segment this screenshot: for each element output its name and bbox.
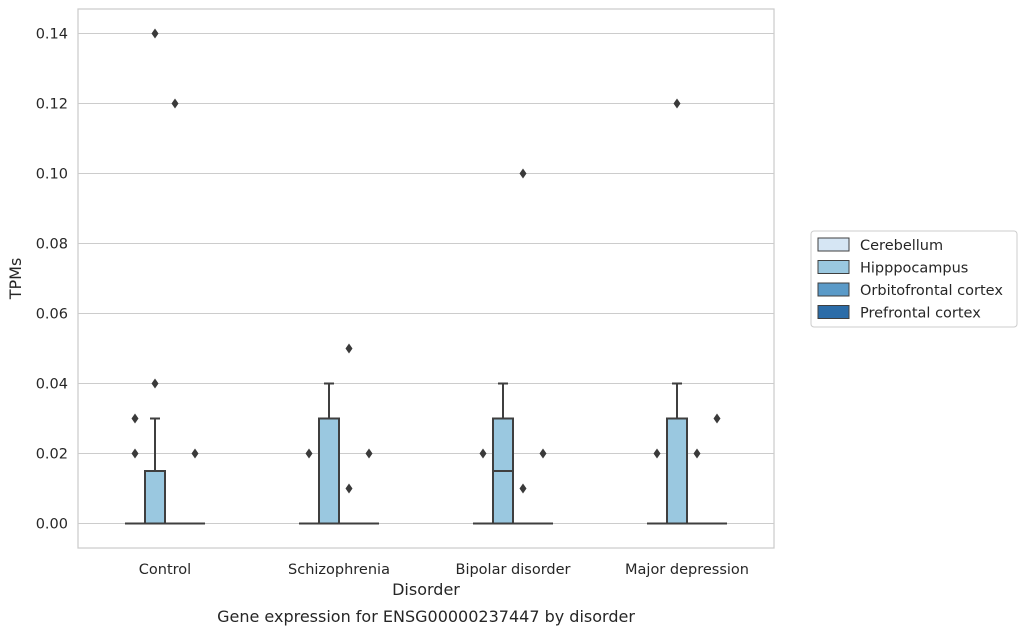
box	[666, 382, 688, 525]
legend-label: Prefrontal cortex	[860, 306, 981, 322]
outlier-point	[519, 168, 527, 179]
x-axis-label: Disorder	[392, 580, 460, 599]
x-tick-label: Control	[139, 562, 191, 578]
outlier-point	[693, 448, 701, 459]
y-tick-label: 0.06	[36, 307, 68, 323]
box	[492, 382, 514, 525]
outlier-point	[151, 28, 159, 39]
y-tick-label: 0.00	[36, 517, 68, 533]
boxes	[125, 382, 727, 525]
legend-item: Prefrontal cortex	[817, 305, 981, 322]
outlier-point	[191, 448, 199, 459]
y-tick-labels: 0.00 0.02 0.04 0.06 0.08 0.10 0.12 0.14	[36, 27, 68, 533]
y-axis-label: TPMs	[6, 258, 25, 301]
outlier-point	[345, 483, 353, 494]
outlier-point	[713, 413, 721, 424]
outlier-point	[479, 448, 487, 459]
outlier-point	[305, 448, 313, 459]
legend: Cerebellum Hipppocampus Orbitofrontal cort…	[810, 230, 1018, 328]
y-tick-label: 0.02	[36, 447, 68, 463]
outlier-point	[653, 448, 661, 459]
outlier-point	[539, 448, 547, 459]
x-tick-label: Major depression	[625, 562, 749, 578]
outliers	[131, 28, 721, 494]
y-tick-label: 0.14	[36, 27, 68, 43]
legend-swatch	[817, 260, 850, 274]
legend-label: Hipppocampus	[860, 261, 968, 277]
legend-item: Hipppocampus	[817, 260, 968, 277]
outlier-point	[151, 378, 159, 389]
box-body	[666, 417, 688, 525]
legend-item: Cerebellum	[817, 237, 943, 254]
y-tick-label: 0.04	[36, 377, 68, 393]
box-body	[144, 470, 166, 525]
outlier-point	[519, 483, 527, 494]
x-tick-label: Schizophrenia	[288, 562, 390, 578]
box	[318, 382, 340, 525]
box-body	[318, 417, 340, 525]
legend-swatch	[817, 237, 850, 252]
y-tick-label: 0.12	[36, 97, 68, 113]
outlier-point	[673, 98, 681, 109]
outlier-point	[131, 448, 139, 459]
outlier-point	[131, 413, 139, 424]
legend-label: Orbitofrontal cortex	[860, 283, 1003, 299]
legend-swatch	[817, 282, 850, 297]
legend-frame	[810, 230, 1018, 328]
x-tick-label: Bipolar disorder	[456, 562, 571, 578]
legend-label: Cerebellum	[860, 238, 943, 254]
outlier-point	[345, 343, 353, 354]
legend-swatch	[817, 305, 850, 319]
y-tick-label: 0.10	[36, 167, 68, 183]
outlier-point	[171, 98, 179, 109]
plot-frame	[77, 8, 775, 549]
x-tick-labels: Control Schizophrenia Bipolar disorder Majo…	[139, 562, 749, 578]
chart-title: Gene expression for ENSG00000237447 by d…	[217, 607, 635, 626]
outlier-point	[365, 448, 373, 459]
box	[144, 417, 166, 525]
legend-item: Orbitofrontal cortex	[817, 282, 1003, 299]
y-tick-label: 0.08	[36, 237, 68, 253]
